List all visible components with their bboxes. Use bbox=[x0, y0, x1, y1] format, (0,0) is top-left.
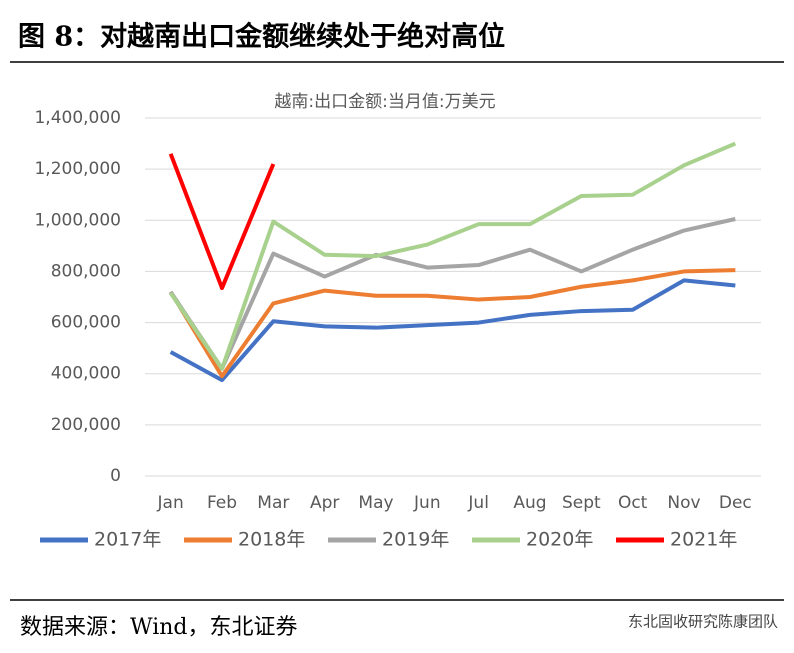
x-tick-label: Nov bbox=[667, 493, 700, 513]
y-tick-label: 1,000,000 bbox=[34, 210, 121, 230]
x-tick-label: Feb bbox=[207, 493, 237, 513]
source: 数据来源：Wind，东北证券 bbox=[20, 615, 298, 640]
line bbox=[169, 217, 736, 371]
x-tick-label: Jan bbox=[157, 493, 184, 513]
x-tick-label: Sept bbox=[562, 493, 601, 513]
legend-label: 2018年 bbox=[238, 529, 305, 551]
line bbox=[169, 278, 736, 383]
x-tick-label: Mar bbox=[257, 493, 289, 513]
x-tick-label: Jun bbox=[413, 493, 441, 513]
x-tick-label: Apr bbox=[310, 493, 339, 513]
x-tick-label: Aug bbox=[513, 493, 546, 513]
x-tick-label: Oct bbox=[618, 493, 648, 513]
chart-title: 越南:出口金额:当月值:万美元 bbox=[274, 92, 495, 112]
y-tick-label: 600,000 bbox=[51, 313, 121, 333]
line bbox=[168, 268, 736, 379]
line bbox=[169, 141, 737, 371]
y-tick-label: 0 bbox=[110, 466, 121, 486]
y-tick-label: 1,400,000 bbox=[34, 108, 121, 128]
x-tick-label: May bbox=[358, 493, 393, 513]
y-tick-label: 400,000 bbox=[51, 364, 121, 384]
watermark: 东北固收研究陈康团队 bbox=[628, 613, 778, 631]
y-tick-label: 1,200,000 bbox=[34, 159, 121, 179]
legend-label: 2020年 bbox=[526, 529, 593, 551]
legend-label: 2021年 bbox=[670, 529, 737, 551]
y-tick-label: 800,000 bbox=[51, 261, 121, 281]
figure-title: 图 8：对越南出口金额继续处于绝对高位 bbox=[18, 21, 505, 53]
line bbox=[168, 153, 276, 291]
x-tick-label: Jul bbox=[467, 493, 489, 513]
x-tick-label: Dec bbox=[719, 493, 752, 513]
legend-label: 2017年 bbox=[94, 529, 161, 551]
y-tick-label: 200,000 bbox=[51, 415, 121, 435]
legend-label: 2019年 bbox=[382, 529, 449, 551]
